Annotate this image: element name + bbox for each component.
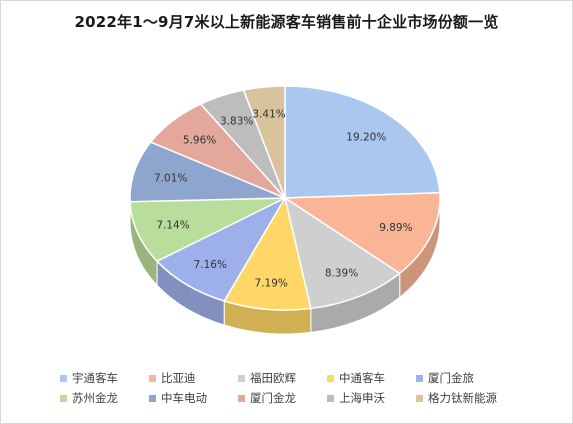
pie-slice-厦门金旅 <box>155 196 287 302</box>
pie-slice-宇通客车 <box>284 85 441 199</box>
data-label-比亚迪: 9.89% <box>379 222 412 234</box>
legend-swatch <box>149 374 156 382</box>
pie-depth-layer <box>129 197 441 335</box>
legend-row: 苏州金龙 中车电动 厦门金龙 上海申沃 格力钛新能源 <box>60 388 540 408</box>
chart-title: 2022年1～9月7米以上新能源客车销售前十企业市场份额一览 <box>74 13 499 31</box>
legend-label: 比亚迪 <box>161 371 196 385</box>
pie-slice-比亚迪 <box>282 191 441 275</box>
legend-item-中通客车: 中通客车 <box>327 370 416 386</box>
legend-swatch <box>238 374 245 382</box>
pie-slice-福田欧辉 <box>283 196 401 310</box>
legend-label: 中车电动 <box>161 391 207 405</box>
data-label-宇通客车: 19.20% <box>346 131 386 143</box>
legend-item-中车电动: 中车电动 <box>149 390 238 406</box>
legend-label: 苏州金龙 <box>72 391 118 405</box>
legend-swatch <box>416 394 423 402</box>
legend-swatch <box>60 394 67 402</box>
legend-label: 厦门金龙 <box>250 391 296 405</box>
legend-label: 上海申沃 <box>339 391 385 405</box>
data-label-上海申沃: 3.83% <box>220 115 253 127</box>
legend-item-苏州金龙: 苏州金龙 <box>60 390 149 406</box>
legend-swatch <box>416 374 423 382</box>
pie-slice-格力钛新能源 <box>242 85 286 199</box>
data-label-中通客车: 7.19% <box>255 278 288 290</box>
legend-item-上海申沃: 上海申沃 <box>327 390 416 406</box>
legend-swatch <box>60 374 67 382</box>
pie-slice-中通客车 <box>223 196 312 311</box>
legend-item-厦门金龙: 厦门金龙 <box>238 390 327 406</box>
pie-slice-中车电动 <box>129 141 286 203</box>
legend-item-格力钛新能源: 格力钛新能源 <box>416 390 505 406</box>
legend-row: 宇通客车 比亚迪 福田欧辉 中通客车 厦门金旅 <box>60 368 540 388</box>
data-label-中车电动: 7.01% <box>154 172 187 184</box>
legend-swatch <box>327 374 334 382</box>
legend-label: 福田欧辉 <box>250 371 296 385</box>
legend-item-厦门金旅: 厦门金旅 <box>416 370 505 386</box>
legend-item-宇通客车: 宇通客车 <box>60 370 149 386</box>
pie-slice-苏州金龙 <box>129 197 286 263</box>
legend: 宇通客车 比亚迪 福田欧辉 中通客车 厦门金旅 苏州金龙 中车电动 厦门金龙 上海申沃 格力钛新… <box>60 368 540 408</box>
legend-label: 中通客车 <box>339 371 385 385</box>
legend-item-比亚迪: 比亚迪 <box>149 370 238 386</box>
legend-label: 格力钛新能源 <box>428 391 497 405</box>
legend-swatch <box>327 394 334 402</box>
data-label-厦门金旅: 7.16% <box>194 259 227 271</box>
legend-swatch <box>238 394 245 402</box>
data-label-苏州金龙: 7.14% <box>156 220 189 232</box>
pie-top-layer <box>129 85 441 311</box>
data-label-福田欧辉: 8.39% <box>325 268 358 280</box>
data-label-格力钛新能源: 3.41% <box>252 109 285 121</box>
pie-labels-layer: 19.20% 9.89% 8.39% 7.19% 7.16% 7.14% 7.01% 5.96… <box>154 109 413 290</box>
legend-item-福田欧辉: 福田欧辉 <box>238 370 327 386</box>
legend-swatch <box>149 394 156 402</box>
legend-label: 厦门金旅 <box>428 371 474 385</box>
legend-label: 宇通客车 <box>72 371 118 385</box>
data-label-厦门金龙: 5.96% <box>183 134 216 146</box>
